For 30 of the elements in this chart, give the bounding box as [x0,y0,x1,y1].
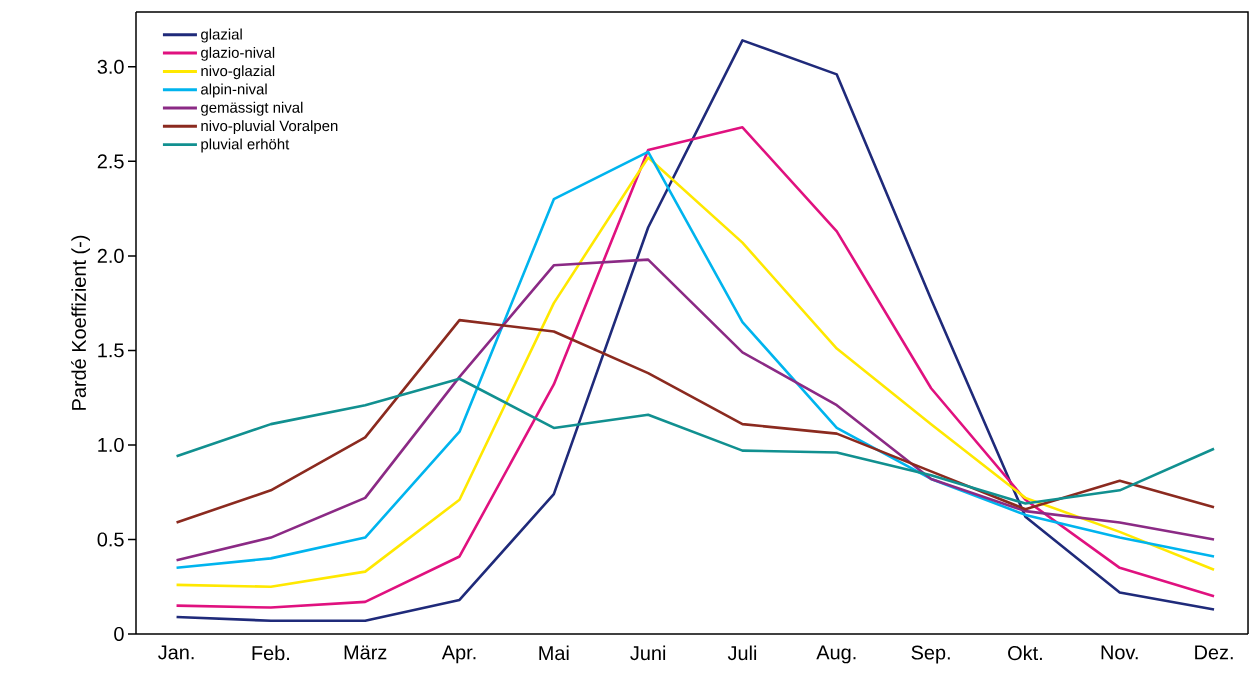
x-tick-label: Juni [630,645,666,661]
legend-label: nivo-pluvial Voralpen [201,120,338,135]
legend-label: glazial [201,28,242,43]
x-tick-label: Aug. [816,645,856,664]
legend-label: nivo-glazial [201,65,275,80]
x-tick-label: Dez. [1195,645,1233,660]
y-tick-label: 1.5 [98,343,124,358]
legend-label: alpin-nival [201,83,267,98]
y-tick-label: 2.0 [97,248,124,263]
y-tick-label: 0.5 [97,532,124,547]
line-series [175,318,1216,524]
x-tick-label: Nov. [1101,645,1138,660]
legend-label: glazio-nival [201,46,275,61]
x-tick-label: Okt. [1008,645,1042,661]
x-tick-label: Feb. [252,645,289,661]
x-tick-label: Mai [539,645,569,661]
legend-label: pluvial erhöht [201,138,290,153]
y-tick-label: 0 [114,626,124,642]
y-tick-label: 3.0 [97,59,124,74]
legend-label: gemässigt nival [201,101,303,116]
y-axis-title: Pardé Koeffizient (-) [71,235,90,410]
y-tick-label: 1.0 [98,437,124,452]
x-tick-label: Jan. [158,645,194,660]
y-tick-label: 2.5 [97,154,124,169]
x-tick-label: Apr. [441,645,476,664]
line-series [175,377,1216,505]
x-tick-label: März [344,645,387,660]
line-series [175,258,1216,562]
x-tick-label: Juli [727,645,757,661]
x-tick-label: Sep. [911,645,950,664]
